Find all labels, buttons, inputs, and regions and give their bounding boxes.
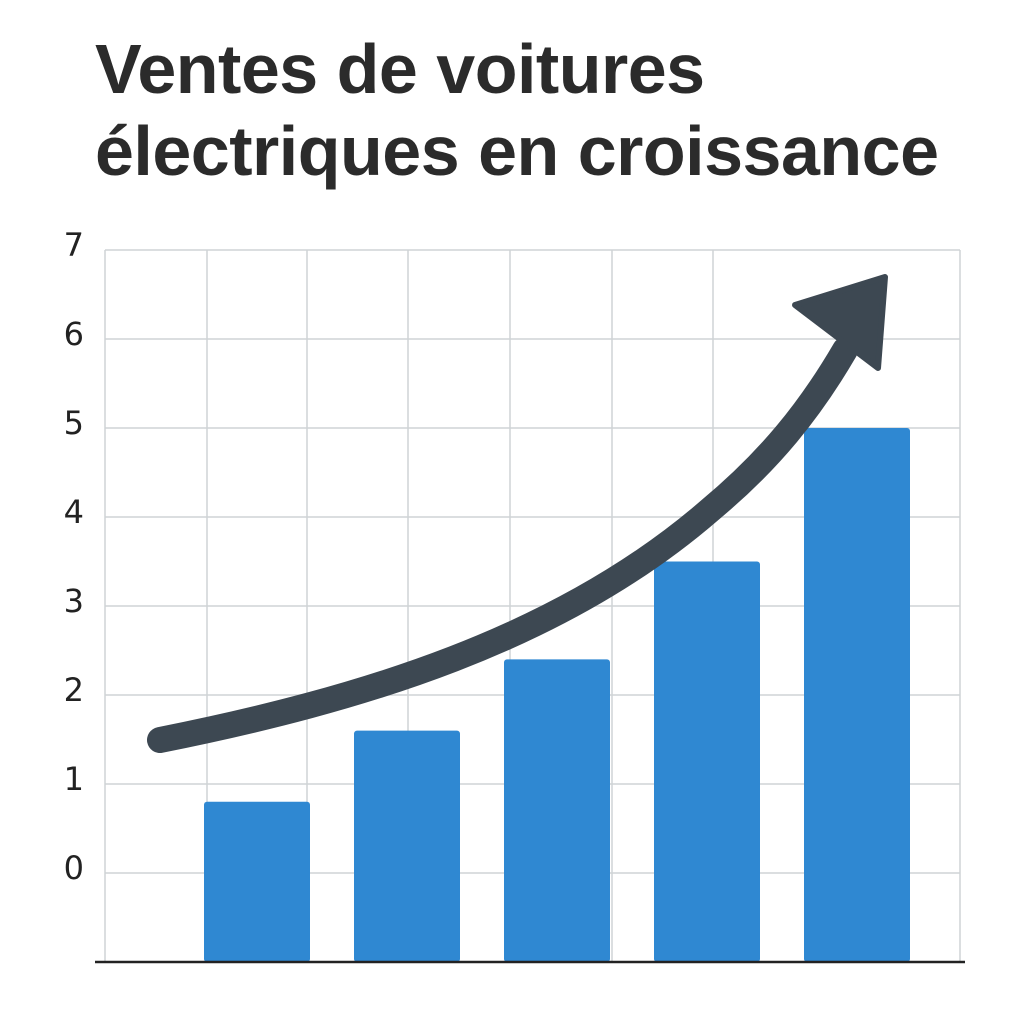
y-tick-label: 6 bbox=[64, 315, 84, 353]
chart-title: Ventes de voitures électriques en croiss… bbox=[95, 30, 939, 190]
bar bbox=[504, 659, 610, 962]
y-tick-label: 5 bbox=[64, 404, 84, 442]
y-tick-label: 4 bbox=[64, 493, 84, 531]
bar bbox=[204, 801, 310, 962]
bar bbox=[804, 428, 910, 962]
y-tick-label: 0 bbox=[64, 849, 84, 887]
y-tick-label: 7 bbox=[64, 226, 84, 264]
y-tick-label: 2 bbox=[64, 671, 84, 709]
arrow-shaft bbox=[147, 337, 858, 753]
trend-arrow bbox=[147, 274, 888, 753]
bar bbox=[354, 730, 460, 962]
y-tick-label: 3 bbox=[64, 582, 84, 620]
y-tick-label: 1 bbox=[64, 760, 84, 798]
bar bbox=[654, 561, 760, 962]
bars bbox=[204, 428, 910, 962]
arrow-head bbox=[792, 274, 888, 371]
